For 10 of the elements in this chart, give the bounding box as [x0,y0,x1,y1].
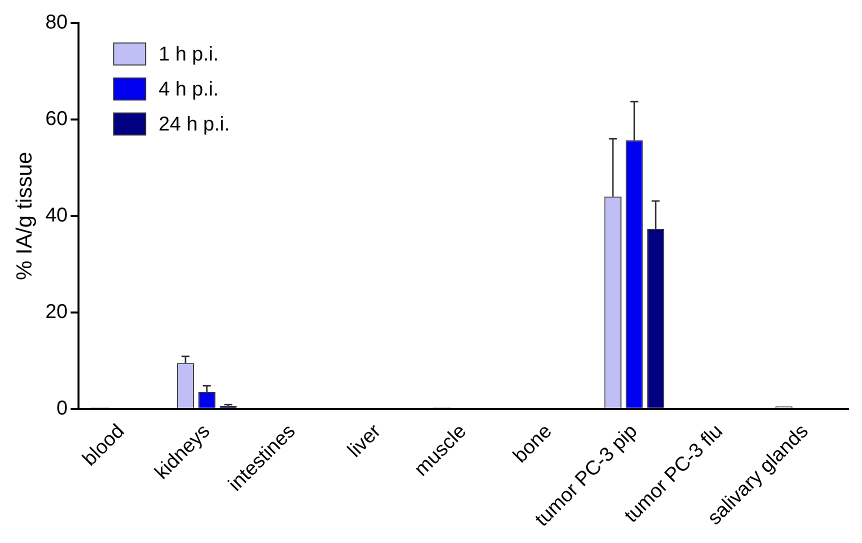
legend-label: 24 h p.i. [158,114,230,136]
y-tick-label: 0 [56,397,68,420]
x-tick-label: liver [344,420,386,462]
y-tick-label: 20 [45,300,68,323]
y-axis-title: % IA/g tissue [11,152,36,280]
y-tick-label: 40 [45,204,68,226]
y-tick-label: 60 [45,108,68,130]
legend-label: 1 h p.i. [158,44,219,66]
y-tick-label: 80 [45,12,68,34]
legend-label: 4 h p.i. [158,78,219,101]
